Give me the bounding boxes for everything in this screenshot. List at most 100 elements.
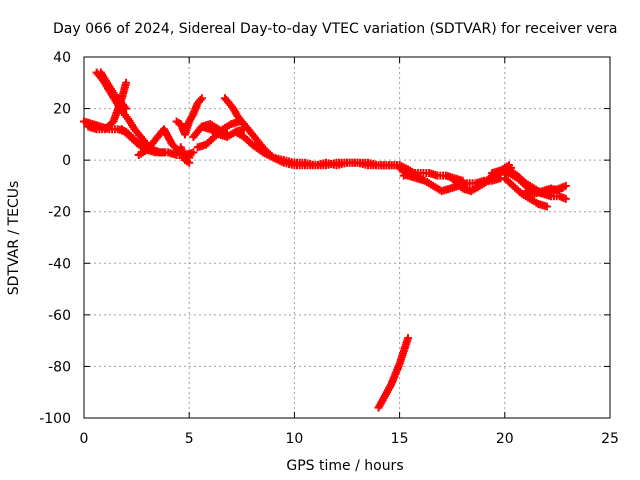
marker-trail — [221, 121, 234, 132]
marker-trail — [379, 390, 390, 402]
y-tick-label: -80 — [48, 359, 71, 375]
marker-trail — [111, 91, 123, 103]
series-arc-12 — [220, 94, 404, 170]
axis-ticks: 0 5 10 15 20 25 -100 -80 -60 -40 -20 0 20 40 — [39, 50, 619, 447]
marker-trail — [387, 161, 401, 170]
marker-trail — [203, 134, 217, 148]
marker-trail — [490, 167, 503, 177]
data-point — [122, 104, 131, 113]
marker-trail — [431, 183, 444, 194]
marker-trail — [481, 173, 495, 186]
marker-trail — [235, 114, 247, 127]
x-tick-label: 0 — [80, 431, 89, 447]
y-tick-label: 40 — [53, 50, 71, 66]
y-tick-label: -40 — [48, 256, 71, 272]
series-arc-13 — [231, 127, 425, 183]
y-tick-label: 0 — [62, 153, 71, 169]
marker-trail — [377, 161, 391, 170]
marker-trail — [145, 146, 158, 156]
series-arc-4 — [84, 78, 131, 134]
marker-trail — [411, 169, 422, 177]
marker-trail — [465, 179, 477, 188]
data-point — [561, 181, 570, 190]
marker-trail — [324, 159, 338, 169]
series-arc-8 — [176, 143, 194, 167]
y-tick-label: -100 — [39, 411, 71, 427]
x-tick-label: 5 — [185, 431, 194, 447]
marker-trail — [507, 167, 520, 179]
marker-trail — [161, 127, 176, 147]
x-tick-label: 25 — [601, 431, 619, 447]
marker-trail — [230, 106, 241, 119]
series-arc-19 — [500, 174, 551, 211]
marker-trail — [510, 183, 524, 197]
marker-trail — [226, 101, 236, 111]
data-point — [185, 158, 194, 167]
data-point — [404, 334, 413, 343]
marker-trail — [104, 80, 117, 95]
marker-trail — [119, 126, 133, 140]
data-point — [555, 187, 564, 196]
marker-trail — [303, 159, 317, 169]
marker-trail — [119, 109, 131, 121]
marker-trail — [366, 161, 380, 170]
marker-trail — [195, 96, 205, 106]
y-tick-label: -20 — [48, 205, 71, 221]
marker-trail — [102, 119, 116, 132]
marker-trail — [423, 178, 436, 189]
marker-trail — [125, 116, 138, 132]
marker-trail — [532, 187, 545, 197]
data-points — [80, 68, 570, 412]
marker-trail — [401, 169, 415, 179]
marker-trail — [195, 141, 208, 151]
marker-trail — [419, 169, 431, 177]
data-point — [458, 176, 467, 185]
marker-trail — [502, 175, 516, 189]
marker-trail — [98, 70, 110, 85]
marker-trail — [436, 171, 448, 180]
marker-trail — [136, 147, 149, 158]
marker-trail — [138, 134, 150, 147]
marker-trail — [536, 200, 549, 210]
marker-trail — [233, 129, 246, 140]
marker-trail — [95, 125, 107, 134]
chart-title: Day 066 of 2024, Sidereal Day-to-day VTE… — [53, 21, 617, 37]
grid — [84, 57, 610, 418]
marker-trail — [272, 154, 286, 164]
marker-trail — [444, 172, 457, 182]
series-arc-6 — [117, 125, 168, 157]
marker-trail — [557, 182, 568, 192]
marker-trail — [229, 118, 242, 128]
marker-trail — [384, 382, 395, 395]
data-point — [159, 148, 168, 157]
marker-trail — [549, 192, 561, 201]
y-axis-title: SDTVAR / TECUs — [6, 181, 22, 296]
marker-trail — [154, 148, 166, 157]
marker-trail — [314, 159, 328, 169]
marker-trail — [439, 185, 452, 195]
marker-trail — [225, 129, 238, 140]
marker-trail — [136, 142, 149, 153]
marker-trail — [523, 187, 537, 197]
marker-trail — [128, 134, 141, 148]
plot-frame — [83, 56, 611, 419]
marker-trail — [222, 96, 232, 106]
marker-trail — [375, 397, 386, 410]
x-tick-label: 10 — [285, 431, 303, 447]
marker-trail — [448, 182, 461, 192]
marker-trail — [540, 185, 553, 195]
marker-trail — [186, 111, 197, 124]
marker-trail — [208, 121, 221, 132]
x-tick-label: 20 — [496, 431, 514, 447]
marker-trail — [414, 174, 427, 185]
marker-trail — [335, 159, 349, 169]
marker-trail — [549, 185, 562, 195]
marker-trail — [132, 127, 144, 139]
marker-trail — [110, 96, 126, 124]
marker-trail — [345, 158, 359, 167]
data-point — [197, 94, 206, 103]
marker-trail — [86, 123, 99, 133]
marker-trail — [356, 159, 370, 169]
data-point — [542, 202, 551, 211]
